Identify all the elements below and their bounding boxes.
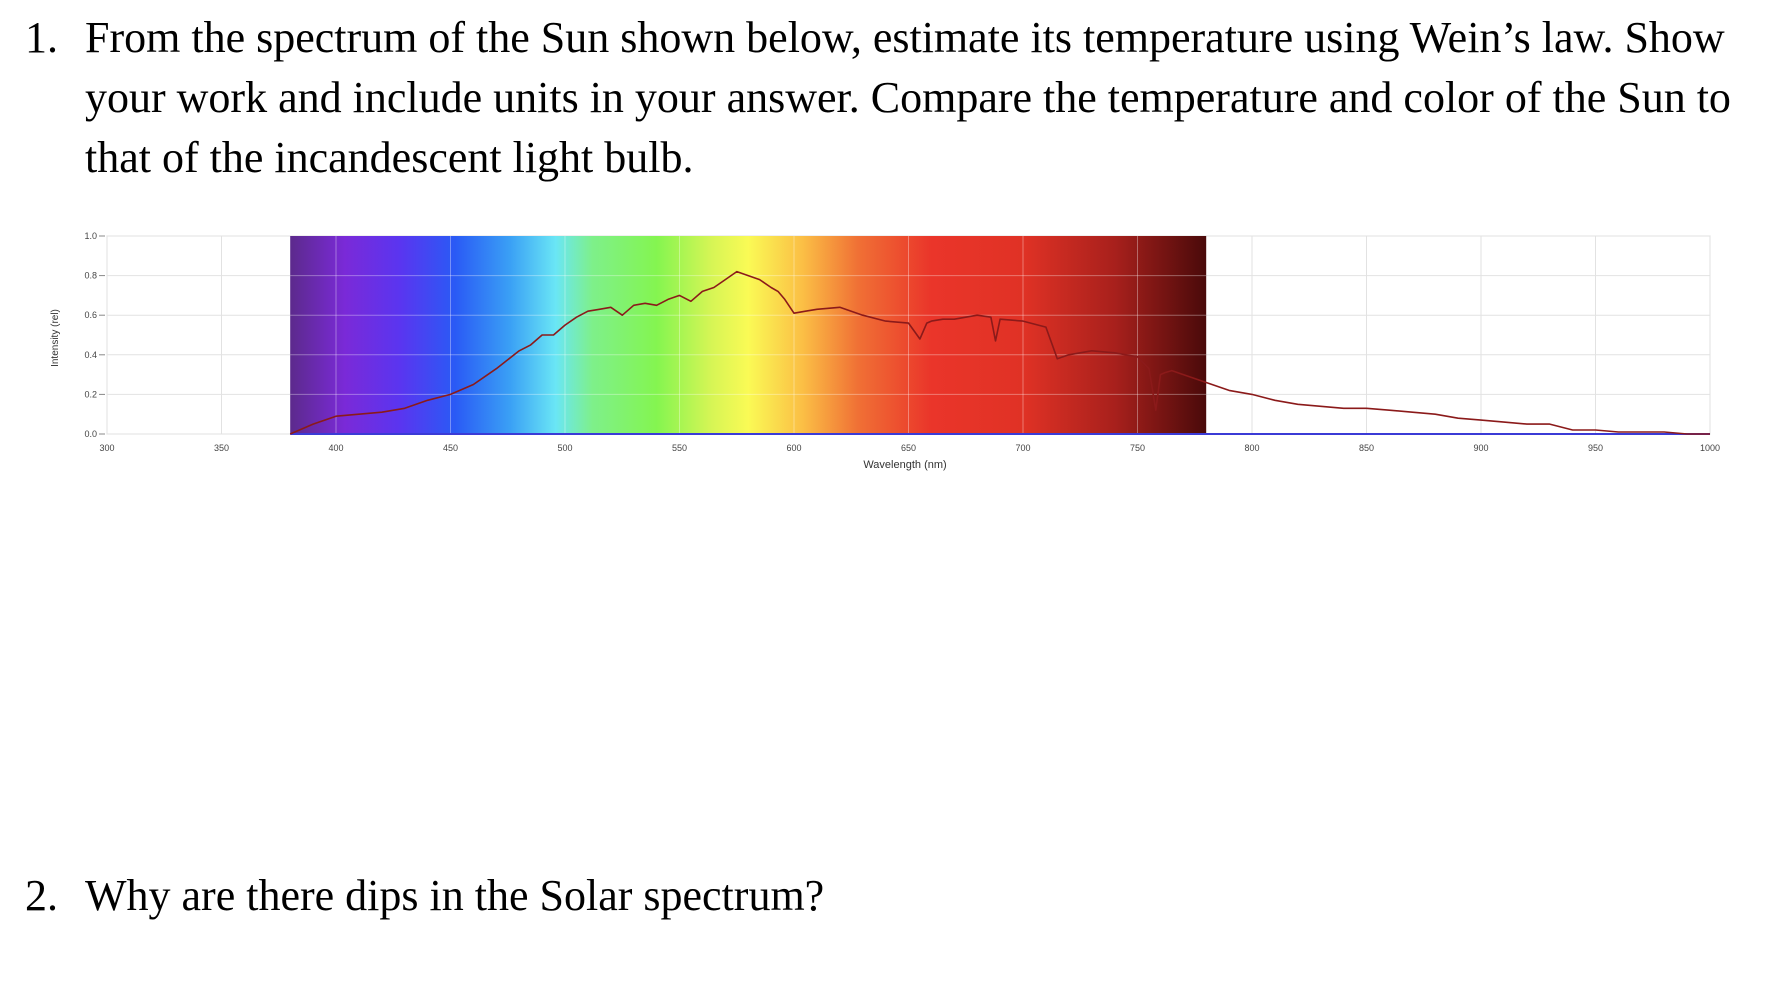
x-tick-label: 950 (1588, 443, 1603, 453)
solar-spectrum-chart: 300 350 400 450 500 550 600 650 700 750 800 850 900 9… (50, 231, 1720, 471)
x-tick-label: 850 (1359, 443, 1374, 453)
y-tick-label: 0.0 (84, 429, 97, 439)
x-axis-label: Wavelength (nm) (863, 459, 946, 471)
x-tick-label: 700 (1015, 443, 1030, 453)
x-tick-label: 450 (443, 443, 458, 453)
question-number: 1. (25, 13, 58, 62)
x-tick-label: 500 (557, 443, 572, 453)
x-tick-label: 750 (1130, 443, 1145, 453)
question-2: 2. Why are there dips in the Solar spect… (25, 866, 1725, 926)
y-tick-label: 0.8 (84, 271, 97, 281)
x-tick-label: 550 (672, 443, 687, 453)
question-text: From the spectrum of the Sun shown below… (85, 13, 1731, 182)
band-grid (290, 236, 1207, 434)
x-tick-label: 400 (328, 443, 343, 453)
x-tick-label: 1000 (1700, 443, 1720, 453)
y-axis-label: Intensity (rel) (50, 309, 61, 367)
visible-spectrum-band (290, 236, 1207, 434)
x-tick-label: 600 (786, 443, 801, 453)
x-tick-label: 350 (214, 443, 229, 453)
y-tick-label: 0.2 (84, 389, 97, 399)
x-tick-label: 300 (99, 443, 114, 453)
x-tick-label: 900 (1473, 443, 1488, 453)
question-number: 2. (25, 871, 58, 920)
y-tick-label: 0.6 (84, 310, 97, 320)
y-tick-labels: 0.0 0.2 0.4 0.6 0.8 1.0 (84, 231, 105, 439)
x-tick-label: 800 (1244, 443, 1259, 453)
intensity-line (289, 270, 1710, 435)
question-1: 1. From the spectrum of the Sun shown be… (25, 8, 1765, 188)
y-tick-label: 1.0 (84, 231, 97, 241)
y-tick-label: 0.4 (84, 350, 97, 360)
x-tick-label: 650 (901, 443, 916, 453)
question-text: Why are there dips in the Solar spectrum… (85, 871, 825, 920)
x-tick-labels: 300 350 400 450 500 550 600 650 700 750 800 850 900 9… (99, 443, 1720, 453)
